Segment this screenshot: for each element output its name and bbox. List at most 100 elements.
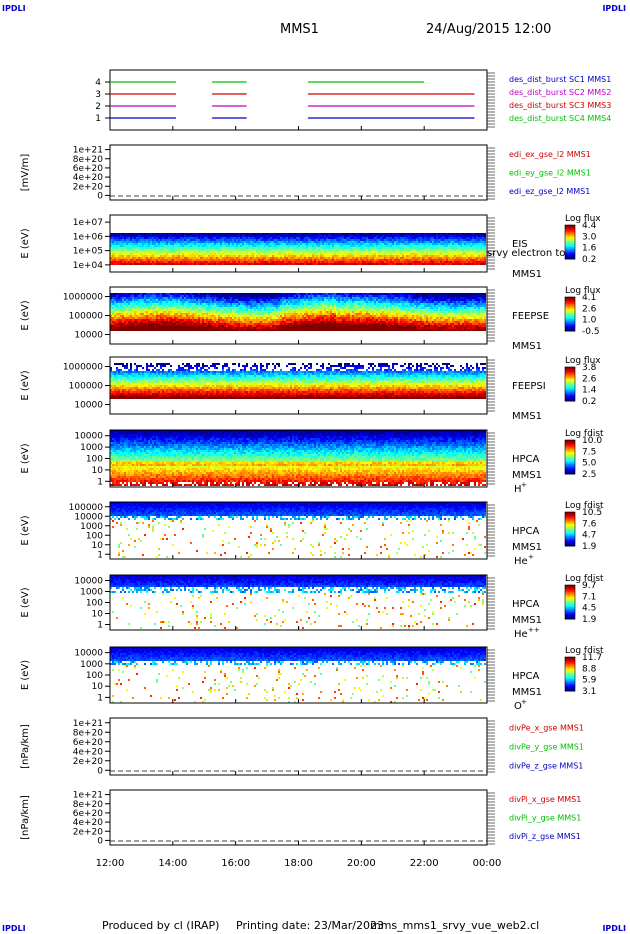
feepse-cell [300,297,302,299]
eis-cell [382,239,384,241]
feepse-cell [200,303,202,305]
feepse-cell [154,299,156,301]
eis-cell [158,237,160,239]
eis-cell [416,261,418,263]
eis-cell [152,241,154,243]
feepse-cell [210,325,212,327]
feepse-cell [162,329,164,331]
feepse-cell [256,327,258,329]
eis-cell [206,237,208,239]
eis-cell [326,239,328,241]
eis-cell [344,245,346,247]
eis-cell [178,253,180,255]
eis-cell [144,233,146,235]
feepse-cell [184,317,186,319]
feepse-cell [140,301,142,303]
eis-cell [224,255,226,257]
eis-cell [206,255,208,257]
eis-cell [386,245,388,247]
eis-cell [342,261,344,263]
eis-cell [368,255,370,257]
feepse-cell [180,293,182,295]
eis-cell [328,249,330,251]
eis-cell [372,247,374,249]
eis-cell [270,233,272,235]
eis-cell [114,243,116,245]
eis-cell [430,259,432,261]
feepse-cell [286,297,288,299]
eis-cell [148,233,150,235]
eis-cell [416,243,418,245]
eis-cell [430,249,432,251]
eis-cell [476,255,478,257]
eis-cell [320,253,322,255]
eis-cell [246,263,248,265]
eis-cell [298,259,300,261]
eis-cell [264,245,266,247]
feepse-cell [170,295,172,297]
feepse-cell [148,317,150,319]
feepse-cell [134,295,136,297]
eis-cell [452,251,454,253]
eis-cell [298,253,300,255]
feepse-cell [262,307,264,309]
eis-cell [162,253,164,255]
feepse-cell [210,295,212,297]
eis-cell [390,245,392,247]
eis-cell [402,259,404,261]
eis-cell [426,259,428,261]
feepse-cell [174,301,176,303]
feepse-cell [184,323,186,325]
eis-cell [270,243,272,245]
feepse-cell [272,317,274,319]
eis-cell [376,247,378,249]
feepse-cell [240,327,242,329]
eis-cell [470,235,472,237]
eis-cell [142,249,144,251]
feepse-cell [168,301,170,303]
feepse-cell [234,295,236,297]
feepse-cell [218,313,220,315]
eis-cell [166,239,168,241]
feepse-cell [116,327,118,329]
feepse-cell [192,321,194,323]
eis-cell [156,263,158,265]
eis-cell [292,235,294,237]
feepse-cell [296,303,298,305]
eis-cell [374,241,376,243]
feepse-cell [156,319,158,321]
burst-legend-label: des_dist_burst SC2 MMS2 [509,88,611,97]
feepse-cell [212,311,214,313]
eis-cell [380,235,382,237]
feepse-cell [174,297,176,299]
eis-cell [312,261,314,263]
feepse-cell [212,309,214,311]
eis-cell [412,233,414,235]
eis-cell [184,255,186,257]
eis-cell [404,251,406,253]
eis-cell [306,263,308,265]
feepse-cell [176,323,178,325]
feepse-cell [292,309,294,311]
eis-cell [458,263,460,265]
feepse-cell [114,305,116,307]
eis-cell [412,249,414,251]
feepse-cell [204,325,206,327]
eis-cell [376,243,378,245]
eis-cell [186,253,188,255]
eis-cell [330,235,332,237]
eis-cell [448,249,450,251]
feepse-cell [254,295,256,297]
eis-cell [322,235,324,237]
eis-cell [146,241,148,243]
eis-cell [218,235,220,237]
feepse-cell [148,321,150,323]
feepse-cell [298,309,300,311]
feepse-cell [224,319,226,321]
feepse-cell [120,323,122,325]
eis-cell [278,257,280,259]
eis-cell [170,237,172,239]
eis-cell [282,259,284,261]
eis-cell [310,257,312,259]
eis-cell [386,233,388,235]
